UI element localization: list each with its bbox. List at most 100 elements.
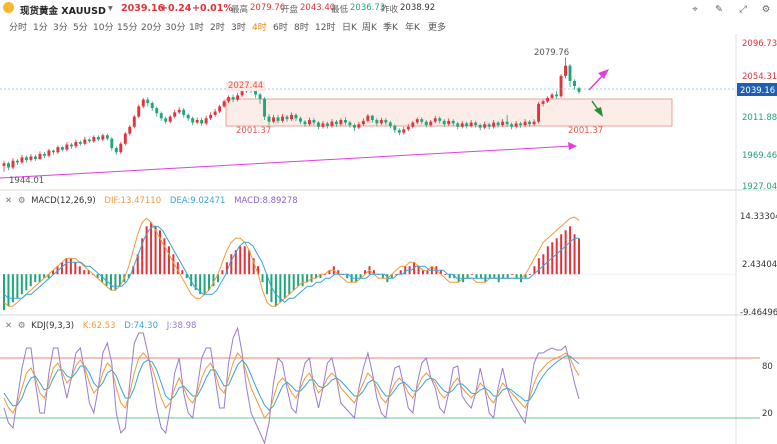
candle-body	[25, 157, 28, 160]
tab-1h[interactable]: 1时	[189, 23, 204, 33]
macd-bar	[109, 274, 112, 291]
close-icon[interactable]: ✕	[5, 321, 13, 331]
candle-body	[182, 109, 186, 115]
candle-body	[11, 160, 15, 168]
tab-10m[interactable]: 10分	[93, 23, 114, 33]
macd-dif: DIF:13.47110	[104, 196, 162, 206]
tab-12h[interactable]: 12时	[315, 23, 336, 33]
candle-body	[290, 114, 293, 120]
macd-bar	[87, 270, 90, 275]
candle-body	[92, 136, 96, 142]
macd-bar	[364, 270, 367, 275]
peak-price-label: 2079.76	[534, 48, 570, 58]
macd-bar	[444, 274, 447, 276]
fullscreen-icon[interactable]: ⤢	[739, 4, 747, 15]
high-value: 2079.76	[250, 3, 286, 13]
candle-body	[204, 118, 208, 124]
current-price-tag	[737, 83, 777, 96]
tab-4h[interactable]: 4时	[252, 23, 267, 33]
candle-body	[276, 117, 280, 121]
macd-bar	[542, 254, 545, 275]
tab-day[interactable]: 日K	[342, 23, 357, 33]
kdj-d: D:74.30	[124, 321, 158, 331]
open-label: 开盘	[281, 5, 299, 15]
candle-body	[128, 126, 132, 134]
tab-30m[interactable]: 30分	[165, 23, 186, 33]
candle-body	[411, 122, 415, 127]
macd-bar	[265, 274, 268, 295]
tab-6h[interactable]: 6时	[273, 23, 288, 33]
candle-body	[308, 119, 311, 125]
tab-3m[interactable]: 3分	[53, 23, 68, 33]
candle-body	[510, 124, 514, 127]
macd-bar	[306, 274, 309, 283]
tab-more[interactable]: 更多	[428, 23, 447, 33]
tab-1m[interactable]: 1分	[33, 23, 48, 33]
tab-2h[interactable]: 2时	[210, 23, 225, 33]
tab-3h[interactable]: 3时	[231, 23, 246, 33]
candle-body	[370, 115, 374, 120]
macd-bar	[417, 266, 420, 275]
macd-dif-line	[3, 216, 580, 307]
macd-bar	[199, 274, 202, 295]
macd-bar	[208, 274, 211, 291]
candle-body	[577, 88, 581, 92]
macd-bar	[243, 246, 246, 275]
symbol-dropdown-icon[interactable]: ▾	[108, 3, 113, 14]
tab-season[interactable]: 季K	[383, 23, 398, 33]
tab-5m[interactable]: 5分	[73, 23, 88, 33]
prev-close-value: 2038.92	[400, 3, 436, 13]
macd-bar	[11, 274, 14, 303]
macd-axis-tick: 14.33304	[740, 212, 777, 222]
macd-bar	[132, 266, 135, 275]
macd-bar	[528, 274, 531, 276]
candle-body	[366, 115, 370, 121]
drawing-icon[interactable]: ⌖	[692, 4, 698, 15]
tab-8h[interactable]: 8时	[294, 23, 309, 33]
tab-15m[interactable]: 15分	[117, 23, 138, 33]
close-icon[interactable]: ✕	[5, 196, 13, 206]
macd-bar	[381, 274, 384, 279]
gear-icon[interactable]: ⚙	[17, 321, 26, 331]
candle-body	[456, 123, 460, 127]
tab-year[interactable]: 年K	[405, 23, 420, 33]
candle-body	[173, 112, 177, 117]
candle-body	[352, 125, 356, 128]
prev-close-label: 昨收	[381, 5, 399, 15]
candle-body	[267, 116, 271, 122]
candle-body	[487, 124, 491, 127]
candle-body	[541, 101, 545, 104]
macd-bar	[524, 274, 527, 279]
macd-bar	[511, 274, 514, 276]
low-value: 2036.73	[350, 3, 386, 13]
tab-week[interactable]: 周K	[362, 23, 377, 33]
macd-bar	[439, 270, 442, 275]
candle-body	[110, 138, 114, 148]
price-axis-tick: 2011.88	[742, 113, 777, 123]
macd-bar	[297, 274, 300, 287]
candle-body	[375, 119, 379, 124]
candle-body	[564, 65, 567, 76]
candle-body	[285, 116, 289, 120]
macd-bar	[163, 238, 166, 275]
gear-icon[interactable]: ⚙	[17, 196, 26, 206]
kdj-axis-tick: 80	[762, 362, 773, 372]
macd-bar	[52, 270, 55, 275]
candle-body	[69, 144, 73, 147]
kdj-legend: ✕ ⚙ KDJ(9,3,3) K:62.53 D:74.30 J:38.98	[5, 321, 196, 331]
macd-bar	[29, 274, 32, 287]
tab-20m[interactable]: 20分	[141, 23, 162, 33]
edit-icon[interactable]: ✎	[715, 4, 723, 15]
tab-timeshare[interactable]: 分时	[9, 23, 28, 33]
price-axis-tick: 2054.31	[742, 72, 777, 82]
candle-body	[164, 118, 168, 122]
candle-body	[42, 153, 46, 156]
candle-body	[299, 118, 302, 122]
macd-bar	[573, 234, 576, 275]
candle-body	[442, 120, 446, 125]
macd-bar	[216, 274, 219, 283]
macd-bar	[283, 274, 286, 299]
macd-bar	[346, 274, 349, 279]
settings-icon[interactable]: ⚙	[761, 4, 771, 15]
